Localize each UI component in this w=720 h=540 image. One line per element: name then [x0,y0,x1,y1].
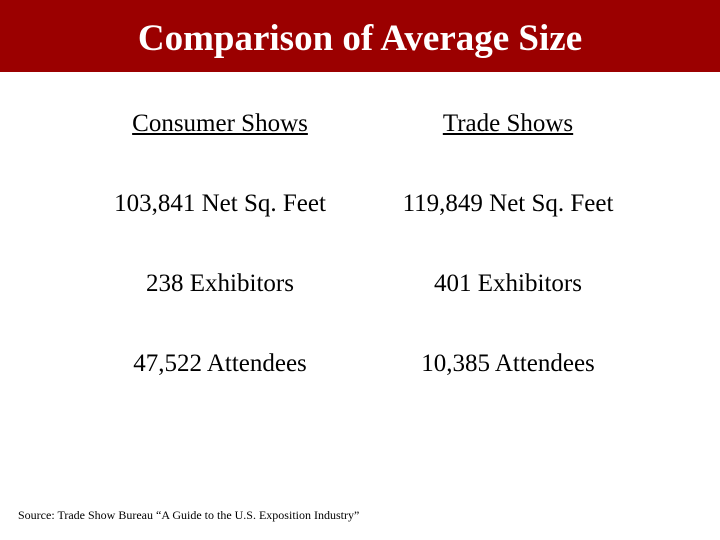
stat: 401 Exhibitors [434,270,582,297]
source-note: Source: Trade Show Bureau “A Guide to th… [18,508,360,522]
stat: 119,849 Net Sq. Feet [402,190,614,217]
column-heading: Consumer Shows [132,110,308,137]
stat: 103,841 Net Sq. Feet [114,190,326,217]
stat: 47,522 Attendees [133,350,307,377]
stat: 238 Exhibitors [146,270,294,297]
column-heading: Trade Shows [442,110,574,137]
stat: 10,385 Attendees [421,350,595,377]
slide-title: Comparison of Average Size [0,0,720,72]
